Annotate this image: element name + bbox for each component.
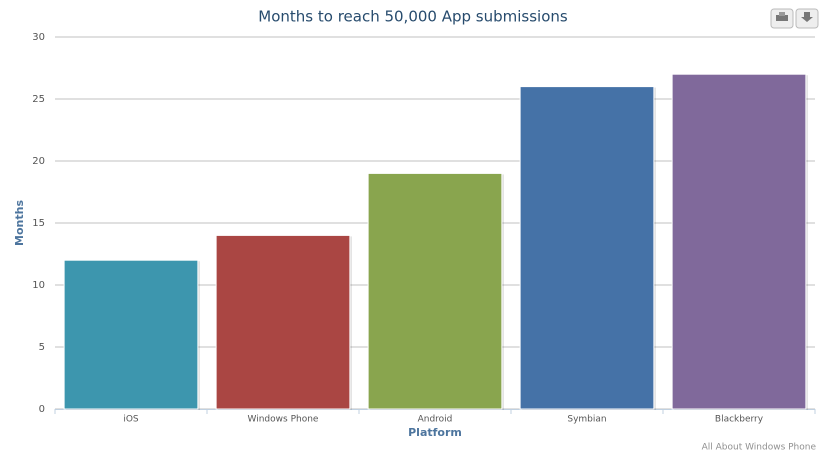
- print-button[interactable]: [770, 8, 794, 29]
- x-tick-label: Android: [418, 415, 453, 425]
- y-tick-label: 25: [32, 94, 45, 105]
- export-button[interactable]: [795, 8, 819, 29]
- chart-title: Months to reach 50,000 App submissions: [258, 8, 568, 26]
- y-tick-label: 0: [39, 404, 45, 415]
- y-tick-label: 10: [32, 280, 45, 291]
- y-tick-label: 30: [32, 32, 45, 43]
- x-tick-label: Blackberry: [715, 415, 764, 425]
- y-tick-label: 15: [32, 218, 45, 229]
- bar: [63, 259, 199, 410]
- bar: [215, 234, 351, 410]
- credits: All About Windows Phone: [702, 443, 817, 453]
- bar: [671, 73, 807, 410]
- x-tick-label: Windows Phone: [248, 415, 319, 425]
- x-axis-title: Platform: [408, 426, 462, 439]
- bar: [367, 172, 503, 410]
- y-tick-label: 5: [39, 342, 45, 353]
- y-tick-label: 20: [32, 156, 45, 167]
- bar: [519, 86, 655, 410]
- x-tick-label: Symbian: [567, 415, 606, 425]
- y-axis-title: Months: [13, 200, 26, 246]
- x-tick-label: iOS: [123, 415, 139, 425]
